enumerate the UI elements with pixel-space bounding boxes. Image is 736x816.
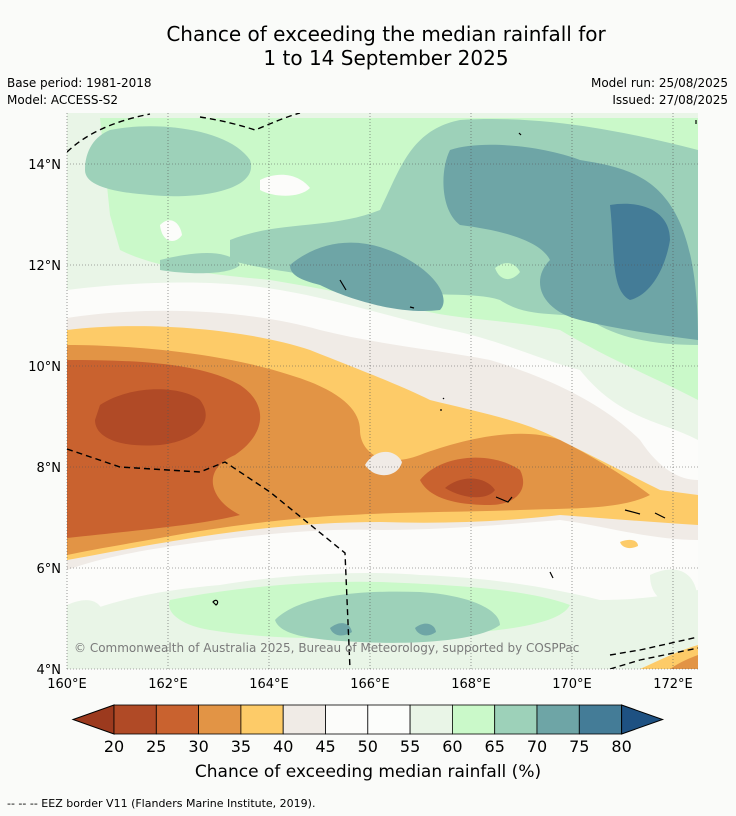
x-tick-label: 172°E xyxy=(653,677,693,692)
colorbar-tick-label: 75 xyxy=(569,737,589,756)
colorbar-bin xyxy=(113,704,157,735)
contour-fills xyxy=(67,113,698,669)
y-tick-label: 4°N xyxy=(37,663,62,678)
y-tick-label: 6°N xyxy=(37,562,62,577)
colorbar-bin xyxy=(536,704,580,735)
chart-title-line2: 1 to 14 September 2025 xyxy=(263,46,509,70)
eez-borders xyxy=(67,113,698,669)
colorbar-tick-label: 35 xyxy=(231,737,251,756)
colorbar-bin xyxy=(494,704,538,735)
colorbar-bin xyxy=(367,704,411,735)
model-label: Model: ACCESS-S2 xyxy=(7,93,119,107)
copyright-annotation: © Commonwealth of Australia 2025, Bureau… xyxy=(74,641,580,655)
x-tick-label: 166°E xyxy=(350,677,390,692)
x-tick-labels: 160°E 162°E 164°E 166°E 168°E 170°E 172°E xyxy=(47,677,693,692)
rainfall-map: 160°E 162°E 164°E 166°E 168°E 170°E 172°E 14°N… xyxy=(28,113,698,692)
colorbar-bin xyxy=(198,704,242,735)
x-tick-label: 162°E xyxy=(148,677,188,692)
y-tick-label: 14°N xyxy=(28,158,61,173)
x-tick-label: 168°E xyxy=(451,677,491,692)
colorbar-arrow-low xyxy=(71,704,115,735)
y-tick-label: 8°N xyxy=(37,461,62,476)
graticule xyxy=(66,113,698,670)
colorbar-tick-label: 60 xyxy=(442,737,462,756)
colorbar-bin xyxy=(155,704,200,735)
colorbar-tick-label: 55 xyxy=(400,737,420,756)
model-run-label: Model run: 25/08/2025 xyxy=(590,76,728,90)
y-tick-labels: 14°N 12°N 10°N 8°N 6°N 4°N xyxy=(28,158,61,678)
colorbar-bin xyxy=(409,704,453,735)
colorbar-bin xyxy=(325,704,369,735)
colorbar-tick-label: 45 xyxy=(315,737,335,756)
colorbar-bin xyxy=(240,704,284,735)
colorbar-tick-label: 20 xyxy=(104,737,124,756)
y-tick-label: 12°N xyxy=(28,259,61,274)
colorbar-tick-label: 65 xyxy=(485,737,505,756)
y-tick-label: 10°N xyxy=(28,360,61,375)
eez-legend-note: -- -- -- EEZ border V11 (Flanders Marine… xyxy=(7,797,316,810)
colorbar-arrow-high xyxy=(621,704,665,735)
issued-label: Issued: 27/08/2025 xyxy=(612,93,728,107)
island-outlines xyxy=(212,120,697,606)
colorbar-tick-label: 40 xyxy=(273,737,293,756)
x-tick-label: 164°E xyxy=(249,677,289,692)
colorbar-tick-label: 30 xyxy=(188,737,208,756)
colorbar-bin xyxy=(282,704,326,735)
colorbar-tick-label: 25 xyxy=(146,737,166,756)
colorbar-bin xyxy=(451,704,496,735)
x-tick-label: 170°E xyxy=(552,677,592,692)
colorbar-tick-label: 70 xyxy=(527,737,547,756)
colorbar-bin xyxy=(578,704,622,735)
chart-title-line1: Chance of exceeding the median rainfall … xyxy=(166,22,606,46)
colorbar-label: Chance of exceeding median rainfall (%) xyxy=(194,762,542,782)
base-period-label: Base period: 1981-2018 xyxy=(7,76,152,90)
colorbar-tick-label: 50 xyxy=(358,737,378,756)
x-tick-label: 160°E xyxy=(47,677,87,692)
colorbar-tick-label: 80 xyxy=(611,737,631,756)
